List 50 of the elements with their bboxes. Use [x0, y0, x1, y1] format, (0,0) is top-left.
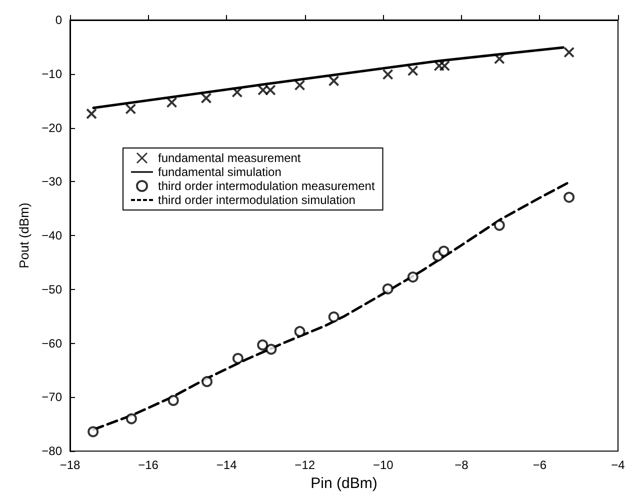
point: [88, 426, 99, 438]
point: [86, 108, 98, 120]
x-tick-label: −14: [216, 458, 238, 472]
legend-label: fundamental simulation: [158, 165, 282, 179]
point: [125, 103, 136, 114]
x-tick-label: −12: [294, 458, 316, 472]
y-tick-label: −50: [42, 282, 62, 296]
point: [382, 68, 394, 80]
point: [382, 283, 394, 294]
y-tick-label: −10: [42, 66, 62, 81]
point: [168, 394, 179, 406]
point: [294, 80, 306, 91]
point: [264, 84, 276, 96]
y-tick-label: −80: [42, 444, 62, 458]
point: [266, 344, 277, 355]
x-tick-label: −8: [454, 458, 469, 472]
y-tick-label: 0: [55, 13, 62, 27]
point: [328, 75, 340, 86]
point: [439, 60, 450, 72]
y-tick-label: −70: [42, 390, 62, 404]
legend-label: third order intermodulation measurement: [158, 179, 376, 193]
point: [438, 246, 450, 257]
point: [407, 272, 418, 283]
y-tick-label: −20: [42, 120, 62, 135]
point: [232, 352, 244, 364]
point: [564, 192, 575, 203]
x-tick-label: −4: [611, 458, 626, 472]
x-tick-label: −6: [532, 458, 547, 472]
point: [494, 220, 505, 231]
x-axis-title: Pin (dBm): [310, 475, 378, 492]
x-tick-label: −18: [60, 458, 80, 472]
x-tick-label: −10: [372, 458, 394, 472]
legend-label: third order intermodulation simulation: [158, 193, 356, 207]
point: [407, 65, 418, 76]
point: [200, 92, 212, 104]
y-axis-title: Pout (dBm): [16, 202, 32, 268]
y-tick-label: −40: [42, 228, 62, 243]
point: [257, 339, 268, 350]
point: [294, 326, 306, 337]
x-tick-label: −16: [138, 458, 159, 472]
point: [328, 311, 340, 322]
point: [232, 86, 243, 98]
point: [166, 96, 178, 108]
y-tick-label: −30: [42, 174, 62, 189]
point: [126, 413, 137, 424]
point: [202, 376, 212, 388]
point: [434, 60, 445, 72]
legend-label: fundamental measurement: [158, 151, 302, 165]
y-tick-label: −60: [42, 336, 62, 350]
point: [257, 84, 268, 96]
